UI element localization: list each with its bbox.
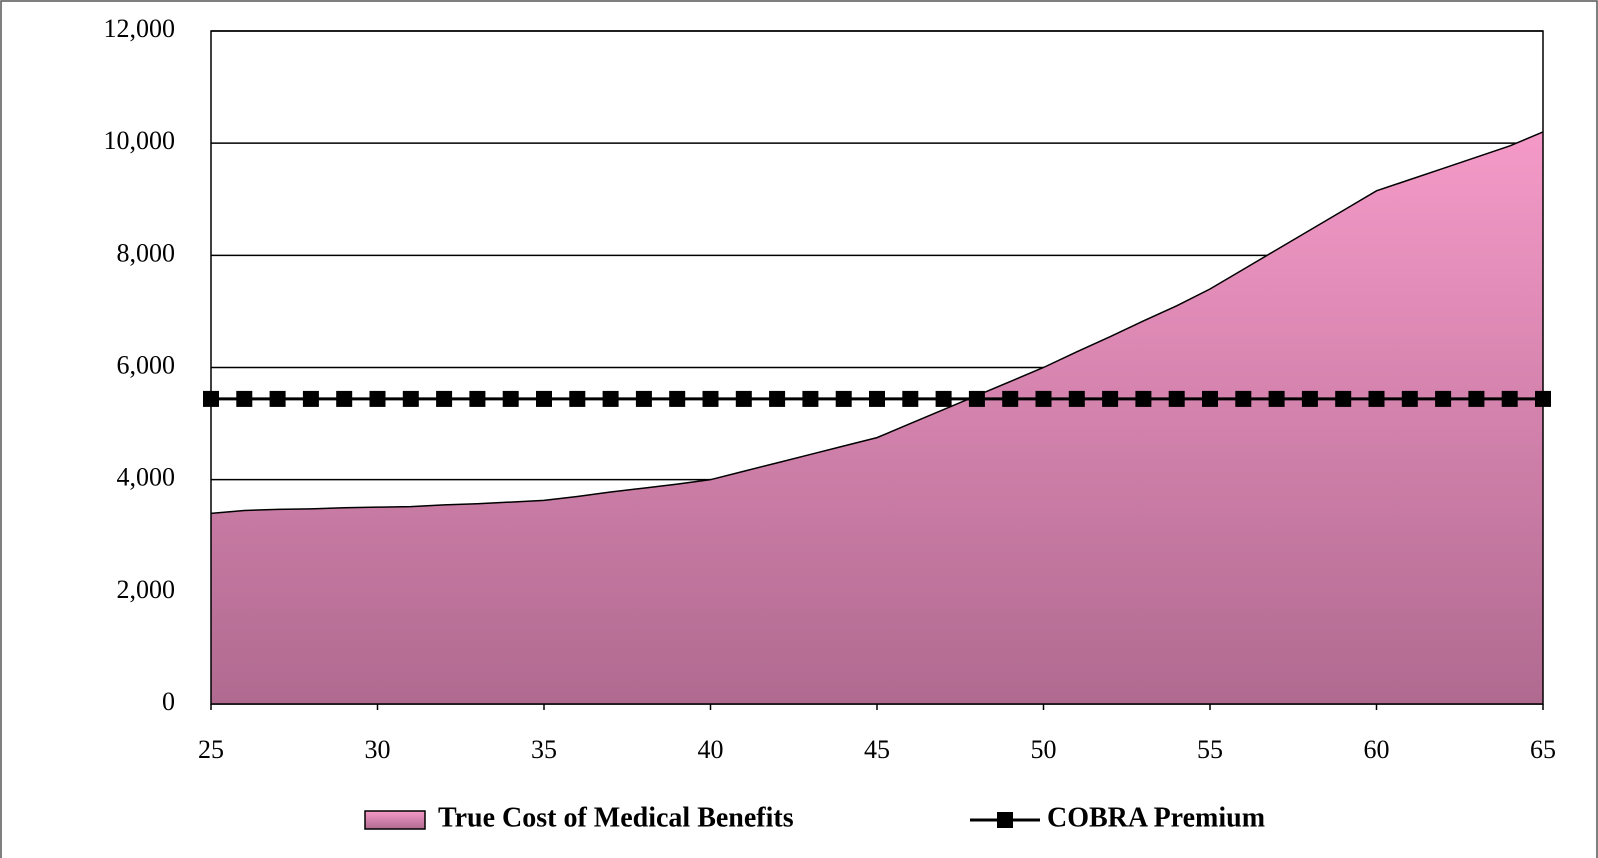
x-tick-label: 30	[365, 735, 391, 764]
marker	[869, 390, 885, 407]
y-tick-label: 4,000	[117, 463, 176, 492]
y-tick-label: 8,000	[117, 238, 176, 267]
y-tick-label: 0	[162, 687, 175, 716]
marker	[1435, 390, 1452, 407]
marker	[336, 390, 353, 407]
marker	[769, 390, 786, 407]
marker	[1168, 390, 1185, 407]
marker	[669, 390, 686, 407]
legend-label: COBRA Premium	[1047, 802, 1265, 833]
marker	[935, 390, 952, 407]
marker	[1002, 390, 1019, 407]
area	[211, 131, 1543, 704]
marker	[369, 390, 386, 407]
marker	[602, 390, 619, 407]
marker	[702, 390, 719, 407]
marker	[1368, 390, 1385, 407]
y-tick-label: 10,000	[104, 126, 176, 155]
marker	[1235, 390, 1252, 407]
marker	[1468, 390, 1485, 407]
x-tick-label: 25	[198, 735, 224, 764]
marker	[1035, 390, 1052, 407]
marker	[569, 390, 586, 407]
area-outline	[210, 131, 1544, 515]
marker	[236, 390, 253, 407]
x-tick-label: 55	[1197, 735, 1223, 764]
y-tick-label: 2,000	[117, 575, 176, 604]
marker	[536, 390, 552, 407]
marker	[1535, 390, 1551, 407]
marker	[469, 390, 486, 407]
marker	[269, 390, 286, 407]
marker	[1335, 390, 1352, 407]
marker	[1068, 390, 1085, 407]
marker	[1102, 390, 1119, 407]
marker	[1301, 390, 1318, 407]
legend-label: True Cost of Medical Benefits	[438, 802, 794, 833]
legend-swatch	[364, 810, 426, 830]
legend-marker	[997, 812, 1013, 828]
marker	[735, 390, 752, 407]
marker	[1268, 390, 1285, 407]
x-tick-label: 65	[1530, 735, 1556, 764]
y-tick-label: 12,000	[104, 14, 176, 43]
marker	[802, 390, 819, 407]
x-tick-label: 45	[864, 735, 890, 764]
x-tick-label: 60	[1364, 735, 1390, 764]
x-tick-label: 40	[698, 735, 724, 764]
y-tick-label: 6,000	[117, 350, 176, 379]
marker	[1202, 390, 1218, 407]
marker	[402, 390, 419, 407]
marker	[835, 390, 852, 407]
x-tick-label: 50	[1031, 735, 1057, 764]
marker	[968, 390, 985, 407]
marker	[1501, 390, 1518, 407]
marker	[1401, 390, 1418, 407]
marker	[302, 390, 319, 407]
x-tick-label: 35	[531, 735, 557, 764]
marker	[436, 390, 453, 407]
marker	[1135, 390, 1152, 407]
marker	[902, 390, 919, 407]
marker	[635, 390, 652, 407]
marker	[203, 390, 219, 407]
marker	[502, 390, 519, 407]
